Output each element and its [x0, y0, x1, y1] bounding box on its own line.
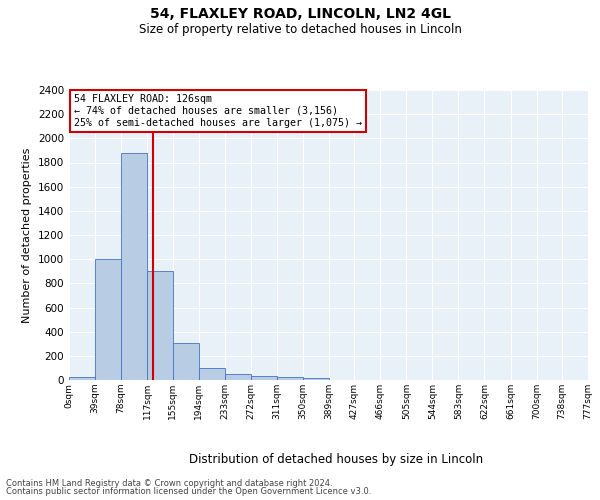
Bar [224, 374, 251, 380]
Bar [303, 378, 329, 380]
Text: 54 FLAXLEY ROAD: 126sqm
← 74% of detached houses are smaller (3,156)
25% of semi: 54 FLAXLEY ROAD: 126sqm ← 74% of detache… [74, 94, 362, 128]
Bar [69, 377, 95, 380]
Bar [121, 154, 147, 380]
Bar [277, 377, 303, 380]
Bar [173, 342, 199, 380]
Text: Contains HM Land Registry data © Crown copyright and database right 2024.: Contains HM Land Registry data © Crown c… [6, 478, 332, 488]
Text: Contains public sector information licensed under the Open Government Licence v3: Contains public sector information licen… [6, 487, 371, 496]
Text: Distribution of detached houses by size in Lincoln: Distribution of detached houses by size … [189, 452, 483, 466]
Bar [199, 368, 224, 380]
Text: 54, FLAXLEY ROAD, LINCOLN, LN2 4GL: 54, FLAXLEY ROAD, LINCOLN, LN2 4GL [149, 8, 451, 22]
Bar [147, 271, 173, 380]
Bar [251, 376, 277, 380]
Y-axis label: Number of detached properties: Number of detached properties [22, 148, 32, 322]
Text: Size of property relative to detached houses in Lincoln: Size of property relative to detached ho… [139, 22, 461, 36]
Bar [95, 259, 121, 380]
